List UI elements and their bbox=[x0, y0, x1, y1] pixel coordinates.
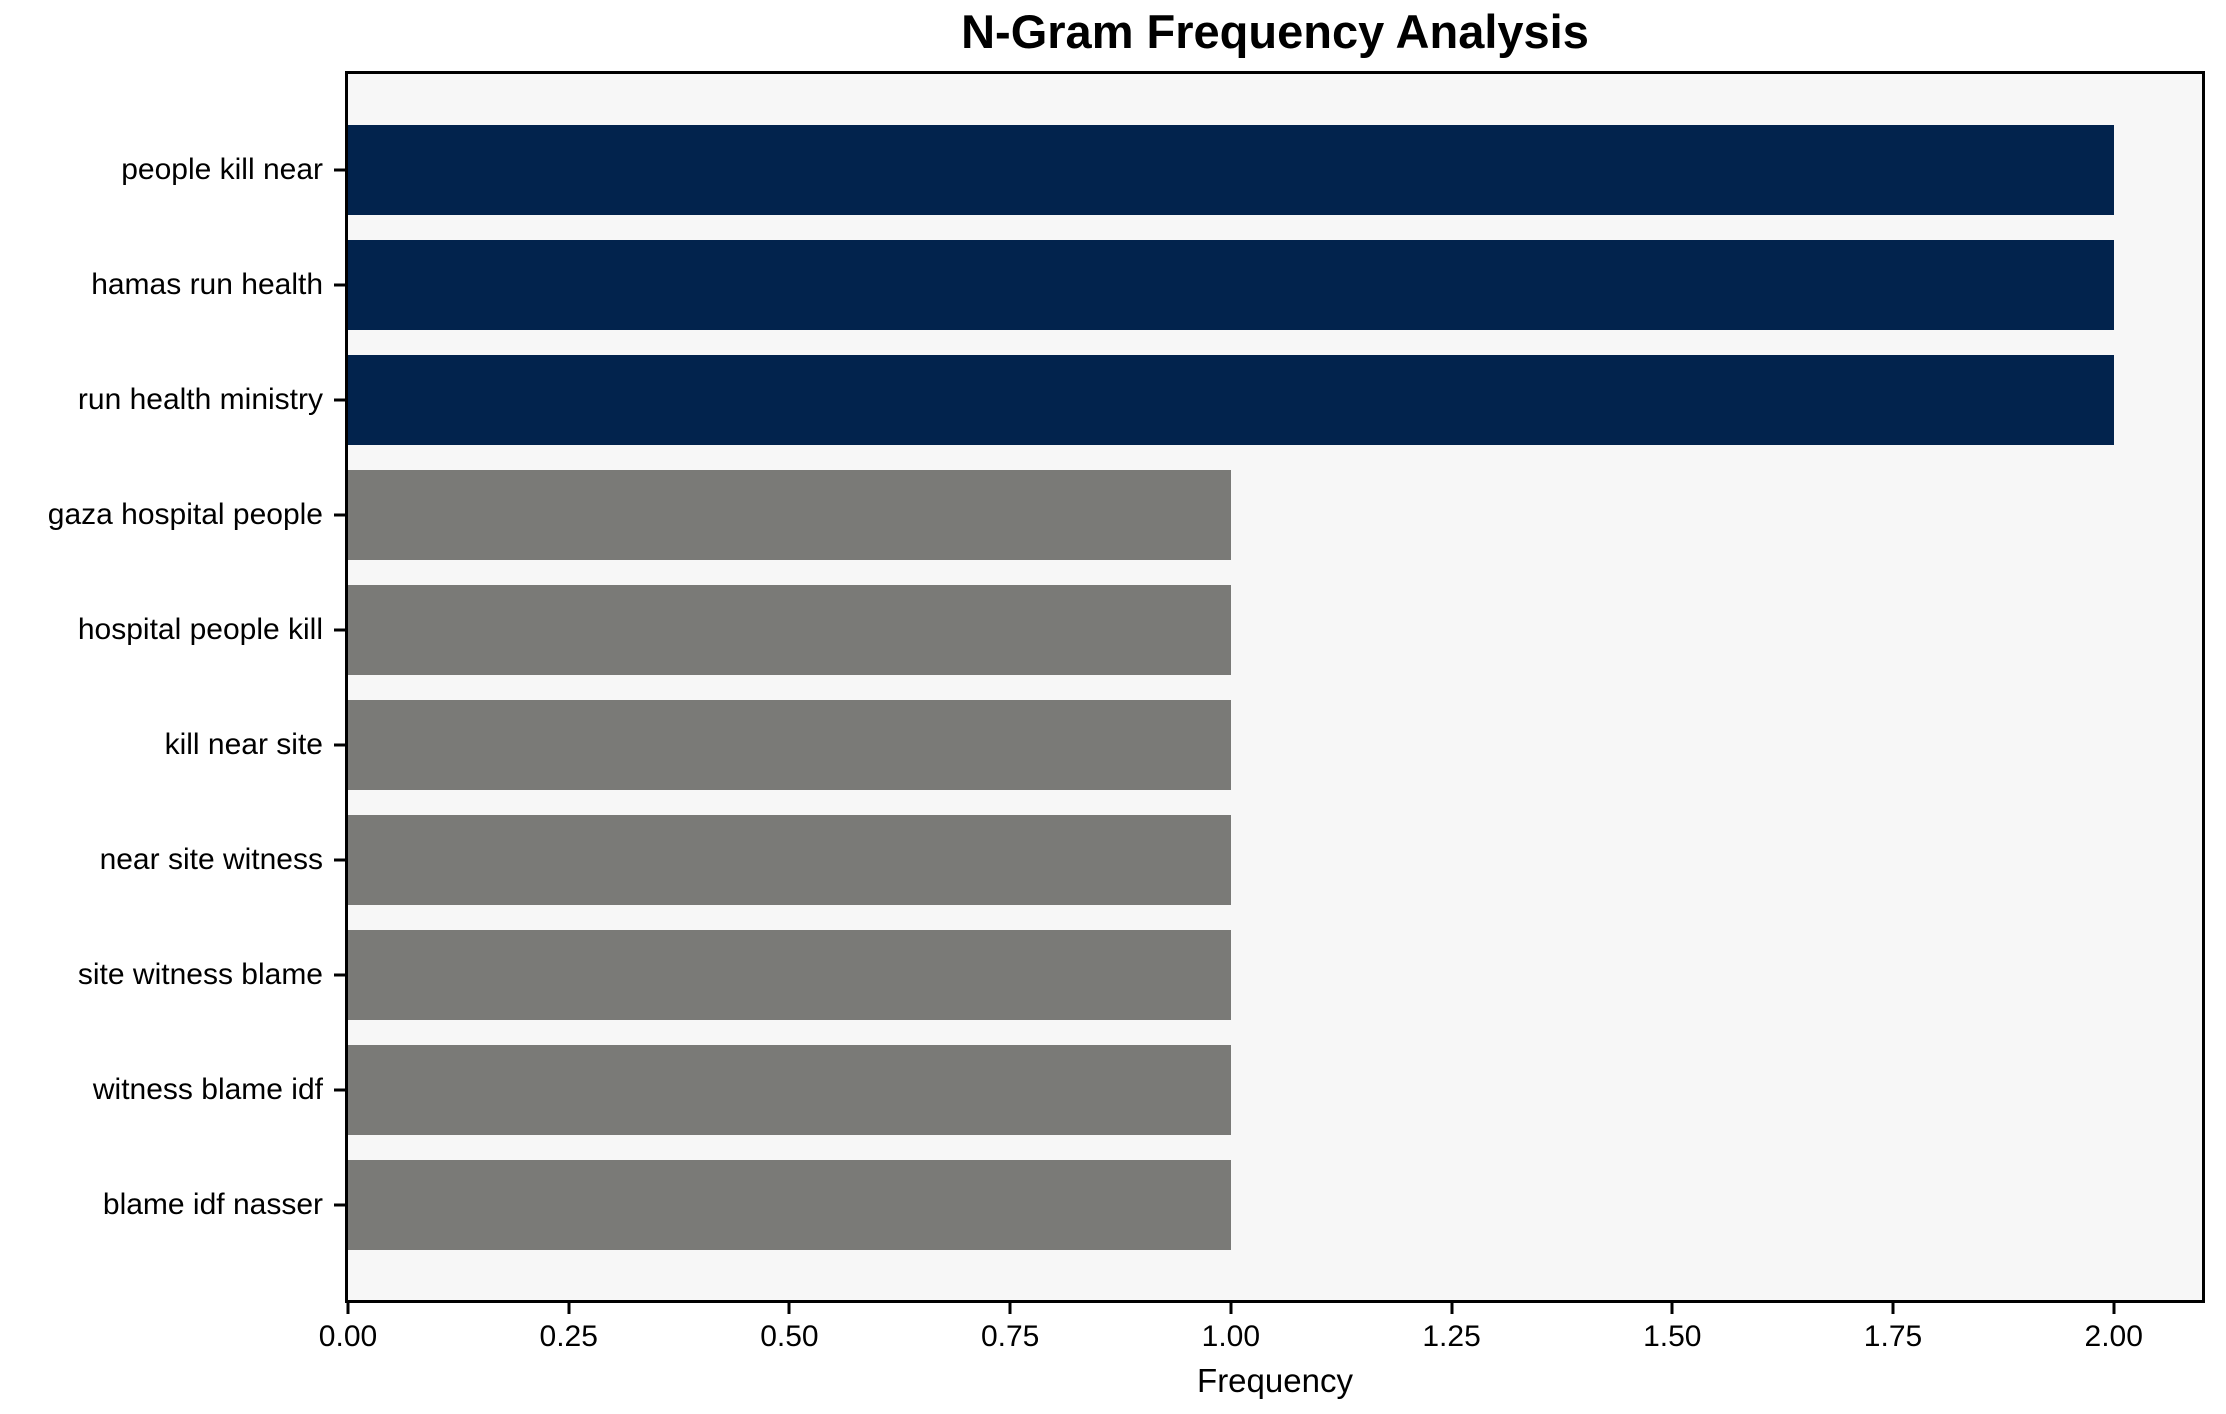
bar bbox=[348, 814, 1231, 905]
bar bbox=[348, 124, 2114, 215]
x-tick-label: 1.50 bbox=[1643, 1320, 1702, 1353]
bar bbox=[348, 469, 1231, 560]
bar bbox=[348, 1159, 1231, 1250]
plot-area bbox=[345, 71, 2205, 1303]
y-tick-label: hamas run health bbox=[91, 267, 323, 301]
y-tick-label: people kill near bbox=[121, 152, 323, 186]
x-tick bbox=[787, 1303, 791, 1314]
x-tick bbox=[1008, 1303, 1012, 1314]
x-tick bbox=[1450, 1303, 1454, 1314]
bar bbox=[348, 354, 2114, 445]
x-tick-label: 1.75 bbox=[1863, 1320, 1923, 1353]
y-tick bbox=[334, 513, 345, 516]
y-tick-label: hospital people kill bbox=[77, 612, 323, 646]
x-tick-label: 1.25 bbox=[1422, 1320, 1481, 1353]
x-tick-label: 0.50 bbox=[760, 1320, 819, 1353]
y-tick bbox=[334, 973, 345, 976]
y-tick-label: near site witness bbox=[99, 842, 323, 876]
y-tick bbox=[334, 858, 345, 861]
x-tick bbox=[1891, 1303, 1895, 1314]
y-tick bbox=[334, 283, 345, 286]
x-tick bbox=[346, 1303, 350, 1314]
y-tick bbox=[334, 1203, 345, 1206]
bar bbox=[348, 1044, 1231, 1135]
y-tick bbox=[334, 628, 345, 631]
y-tick-label: run health ministry bbox=[77, 382, 323, 416]
x-tick bbox=[2112, 1303, 2116, 1314]
y-tick bbox=[334, 398, 345, 401]
y-tick bbox=[334, 168, 345, 171]
bar bbox=[348, 699, 1231, 790]
y-tick-label: kill near site bbox=[164, 727, 323, 761]
y-tick-label: blame idf nasser bbox=[102, 1187, 323, 1221]
x-tick-label: 0.75 bbox=[980, 1320, 1040, 1353]
y-tick-label: site witness blame bbox=[77, 957, 323, 991]
x-tick-label: 2.00 bbox=[2084, 1320, 2143, 1353]
bars-layer bbox=[348, 74, 2202, 1300]
y-tick-label: witness blame idf bbox=[92, 1072, 323, 1106]
x-tick bbox=[567, 1303, 571, 1314]
bar bbox=[348, 584, 1231, 675]
y-tick bbox=[334, 743, 345, 746]
x-tick bbox=[1229, 1303, 1233, 1314]
chart-title: N-Gram Frequency Analysis bbox=[961, 5, 1589, 58]
x-tick-label: 1.00 bbox=[1201, 1320, 1261, 1353]
bar bbox=[348, 239, 2114, 330]
y-tick bbox=[334, 1088, 345, 1091]
x-axis-label: Frequency bbox=[1197, 1362, 1353, 1399]
bar bbox=[348, 929, 1231, 1020]
x-tick-label: 0.25 bbox=[539, 1320, 598, 1353]
x-tick-label: 0.00 bbox=[318, 1320, 378, 1353]
x-tick bbox=[1670, 1303, 1674, 1314]
y-tick-label: gaza hospital people bbox=[47, 497, 323, 531]
